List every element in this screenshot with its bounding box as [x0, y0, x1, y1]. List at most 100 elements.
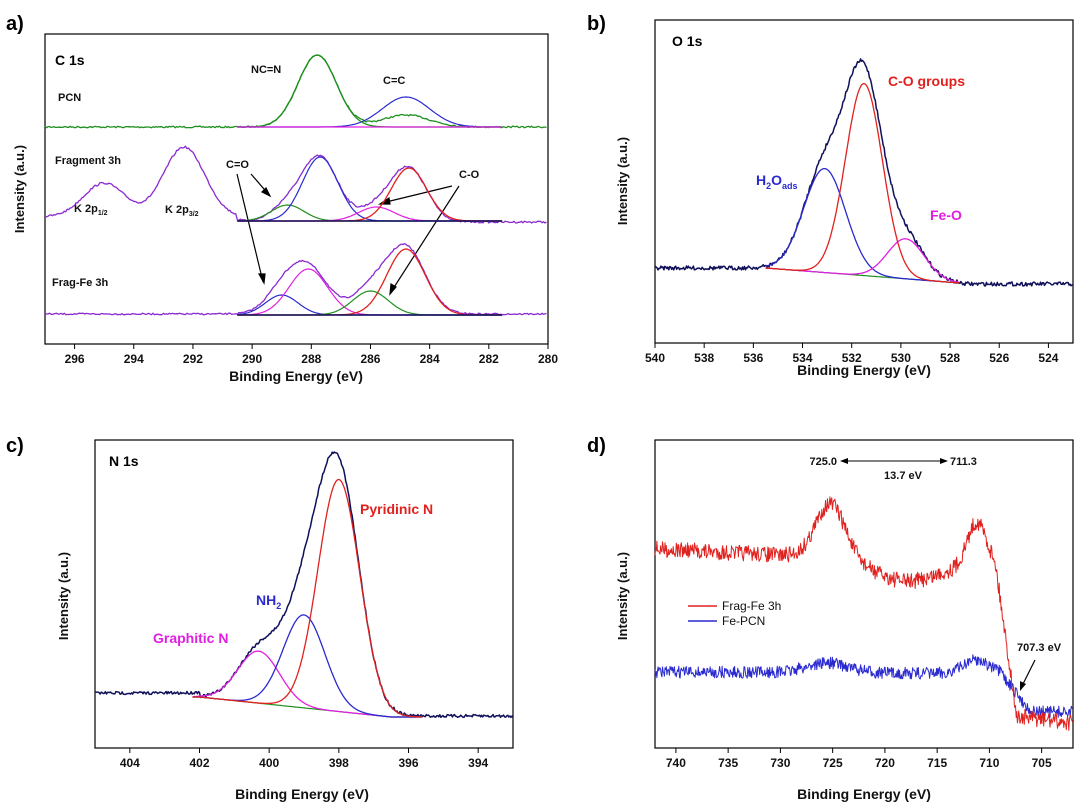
- fe-pcn-curve: [654, 654, 1073, 718]
- label-pyridinic-n: Pyridinic N: [360, 501, 433, 517]
- b-tick-label-7: 526: [989, 351, 1009, 365]
- panel-b-o1s: b) O 1s C-O groups H2Oads Fe-O 540 538 536…: [587, 13, 1074, 378]
- label-h2o-ads: H2Oads: [756, 172, 798, 191]
- label-co-groups: C-O groups: [888, 73, 965, 89]
- panel-d-label: d): [587, 435, 606, 457]
- peak-label-k2p12: K 2p1/2: [74, 203, 108, 217]
- b-tick-label-3: 534: [793, 351, 813, 365]
- a-tick-label-6: 284: [420, 352, 440, 366]
- c-tick-label-2: 400: [259, 756, 279, 770]
- fragfe-raw-curve: [44, 243, 547, 316]
- d-tick-label-3: 725: [823, 756, 843, 770]
- b-tick-label-5: 530: [891, 351, 911, 365]
- panel-a-frame: [44, 33, 549, 345]
- panel-a-x-label: Binding Energy (eV): [229, 368, 363, 384]
- n1s-pyridinic-fit: [192, 478, 423, 718]
- arrowhead-co-double-1: [260, 186, 272, 198]
- panel-a-c1s: a) C 1s PCN Fragment 3h Frag-Fe 3h NC=N …: [6, 13, 558, 384]
- a-tick-label-2: 292: [183, 352, 203, 366]
- arrowhead-co-single-2: [389, 282, 397, 296]
- panel-b-label: b): [587, 13, 606, 35]
- panel-d-annotations: 725.0 711.3 13.7 eV 707.3 eV: [809, 456, 1062, 691]
- arrow-co-double-2: [236, 173, 264, 283]
- panel-b-frame: [654, 19, 1074, 344]
- peak-label-k2p32: K 2p3/2: [165, 204, 199, 218]
- panel-b-curves: [654, 58, 1074, 287]
- arrow-co-single-2: [390, 185, 460, 293]
- peak-label-co-single: C-O: [459, 169, 480, 181]
- annot-711: 711.3: [950, 456, 977, 468]
- fragfe-co-double-fit: [237, 294, 503, 316]
- legend-label-fragfe: Frag-Fe 3h: [722, 599, 781, 613]
- pcn-raw-curve: [44, 54, 547, 129]
- o1s-co-fit: [765, 82, 960, 284]
- arrowhead-13-7-right: [940, 458, 948, 464]
- arrow-co-single-1: [381, 185, 453, 204]
- label-fe-o: Fe-O: [930, 207, 962, 223]
- panel-a-label: a): [6, 13, 24, 35]
- panel-c-n1s: c) N 1s Pyridinic N NH2 Graphitic N 404 4…: [6, 435, 514, 802]
- panel-d-x-label: Binding Energy (eV): [797, 786, 931, 802]
- d-tick-label-5: 715: [927, 756, 947, 770]
- o1s-raw-curve: [654, 58, 1074, 287]
- frag-fe-3h-curve: [654, 496, 1074, 731]
- panel-b-x-axis: 540 538 536 534 532 530 528 526 524: [645, 343, 1059, 365]
- panel-d-x-axis: 740 735 730 725 720 715 710 705: [666, 748, 1052, 770]
- d-tick-label-7: 705: [1032, 756, 1052, 770]
- annot-13-7: 13.7 eV: [884, 470, 923, 482]
- panel-d-y-label: Intensity (a.u.): [615, 552, 630, 640]
- annot-707: 707.3 eV: [1017, 642, 1062, 654]
- d-tick-label-0: 740: [666, 756, 686, 770]
- panel-d-curves: [654, 496, 1074, 731]
- panel-d-legend: Frag-Fe 3h Fe-PCN: [688, 599, 781, 628]
- a-tick-label-8: 280: [538, 352, 558, 366]
- peak-label-co-double: C=O: [226, 159, 249, 171]
- a-tick-label-0: 296: [65, 352, 85, 366]
- panel-a-title: C 1s: [55, 52, 85, 68]
- d-tick-label-4: 720: [875, 756, 895, 770]
- arrowhead-co-double-2: [257, 273, 266, 285]
- d-tick-label-2: 730: [770, 756, 790, 770]
- b-tick-label-8: 524: [1038, 351, 1058, 365]
- a-tick-label-5: 286: [360, 352, 380, 366]
- panel-a-x-axis: 296 294 292 290 288 286 284 282 280: [65, 344, 558, 366]
- d-tick-label-1: 735: [718, 756, 738, 770]
- panel-a-y-label: Intensity (a.u.): [12, 145, 27, 233]
- arrowhead-13-7-left: [840, 458, 848, 464]
- c-tick-label-3: 398: [329, 756, 349, 770]
- sample-label-fragment: Fragment 3h: [55, 155, 121, 167]
- panel-b-x-label: Binding Energy (eV): [797, 362, 931, 378]
- legend-label-fepcn: Fe-PCN: [722, 614, 765, 628]
- panel-c-frame: [94, 439, 514, 749]
- panel-c-curves: [94, 451, 514, 719]
- c-tick-label-0: 404: [120, 756, 140, 770]
- b-tick-label-4: 532: [842, 351, 862, 365]
- b-tick-label-6: 528: [940, 351, 960, 365]
- a-tick-label-3: 290: [242, 352, 262, 366]
- a-tick-label-1: 294: [124, 352, 144, 366]
- panel-a-curves: [44, 54, 547, 316]
- fragfe-ncn-fit: [237, 268, 503, 316]
- label-graphitic-n: Graphitic N: [153, 630, 228, 646]
- arrowhead-707: [1020, 681, 1026, 691]
- panel-c-label: c): [6, 435, 24, 457]
- b-tick-label-2: 536: [743, 351, 763, 365]
- a-tick-label-7: 282: [479, 352, 499, 366]
- d-tick-label-6: 710: [979, 756, 999, 770]
- c-tick-label-5: 394: [468, 756, 488, 770]
- c-tick-label-4: 396: [398, 756, 418, 770]
- panel-a-arrows: [236, 173, 460, 296]
- n1s-raw-curve: [94, 451, 514, 719]
- panel-d-frame: [654, 439, 1074, 749]
- sample-label-fragfe: Frag-Fe 3h: [52, 277, 109, 289]
- panel-b-title: O 1s: [672, 33, 703, 49]
- sample-label-pcn: PCN: [58, 92, 81, 104]
- peak-label-cc: C=C: [383, 75, 405, 87]
- panel-c-x-axis: 404 402 400 398 396 394: [120, 748, 488, 770]
- panel-c-x-label: Binding Energy (eV): [235, 786, 369, 802]
- panel-c-y-label: Intensity (a.u.): [56, 552, 71, 640]
- panel-c-title: N 1s: [109, 453, 139, 469]
- annot-725: 725.0: [809, 456, 837, 468]
- panel-d-fe2p: d) 725.0 711.3 13.7 eV 707.3 eV Frag-Fe …: [587, 435, 1074, 802]
